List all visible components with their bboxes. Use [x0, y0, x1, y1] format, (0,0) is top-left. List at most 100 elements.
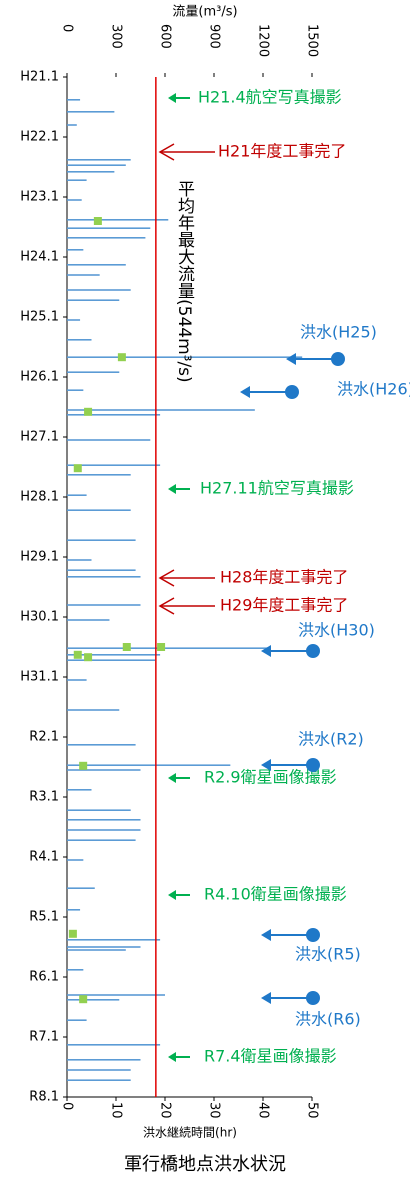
bar — [67, 949, 126, 951]
bar — [67, 999, 120, 1001]
y-tick-label: H30.1 — [20, 610, 59, 625]
bar — [67, 289, 131, 291]
bar — [67, 744, 136, 746]
annotation: R4.10衛星画像撮影 — [204, 885, 347, 904]
bar — [67, 199, 82, 201]
annotation-arrowhead — [168, 773, 176, 783]
bar — [67, 159, 131, 161]
bar — [67, 619, 110, 621]
y-tick-label: R7.1 — [29, 1030, 59, 1045]
bar — [67, 439, 151, 441]
annotation-arrowhead — [158, 143, 175, 161]
bar — [67, 659, 156, 661]
bar — [67, 859, 84, 861]
bar — [67, 709, 120, 711]
bar — [67, 809, 131, 811]
bar — [67, 409, 255, 411]
x2-tick-label: 10 — [109, 1102, 124, 1119]
flood-arrowhead — [261, 759, 271, 771]
annotation: H27.11航空写真撮影 — [200, 479, 354, 498]
annotation-arrowhead — [168, 1052, 176, 1062]
y-tick-label: H25.1 — [20, 310, 59, 325]
annotation: H21.4航空写真撮影 — [198, 88, 342, 107]
bar — [67, 654, 161, 656]
bar — [67, 789, 92, 791]
flood-dot — [306, 644, 320, 658]
duration-marker — [79, 761, 88, 770]
duration-marker — [68, 929, 77, 938]
bar — [67, 389, 84, 391]
duration-marker — [93, 217, 102, 225]
annotation: R7.4衛星画像撮影 — [204, 1047, 337, 1066]
flood-label: 洪水(R5) — [295, 945, 361, 964]
annotation-arrowhead — [158, 597, 175, 615]
flood-dot — [331, 352, 345, 366]
bar — [67, 164, 126, 166]
y-tick-label: H29.1 — [20, 550, 59, 565]
y-tick-label: H22.1 — [20, 130, 59, 145]
bar — [67, 179, 87, 181]
bar — [67, 339, 92, 341]
bar — [67, 559, 92, 561]
annotation-arrowhead — [158, 569, 175, 587]
bar — [67, 124, 77, 126]
bar — [67, 299, 120, 301]
duration-marker — [79, 995, 88, 1004]
x2-tick-label: 30 — [207, 1102, 222, 1119]
bar — [67, 679, 87, 681]
bar — [67, 969, 84, 971]
x-axis-title: 流量(m³/s) — [172, 5, 237, 20]
annotation-arrowhead — [168, 93, 176, 103]
x2-axis-title: 洪水継続時間(hr) — [143, 1125, 237, 1140]
flood-arrowhead — [261, 645, 271, 657]
duration-marker — [157, 643, 166, 651]
duration-marker — [73, 464, 82, 473]
annotation: H29年度工事完了 — [220, 596, 348, 615]
y-tick-label: H28.1 — [20, 490, 59, 505]
caption: 軍行橋地点洪水状況 — [124, 1154, 286, 1175]
bar — [67, 237, 146, 239]
bar — [67, 494, 87, 496]
duration-marker — [117, 353, 126, 362]
annotation: R2.9衛星画像撮影 — [204, 768, 337, 787]
bar — [67, 887, 95, 889]
bar — [67, 946, 141, 948]
bar — [67, 576, 141, 578]
flood-label: 洪水(R6) — [295, 1010, 361, 1029]
bar — [67, 264, 126, 266]
flood-dot — [306, 758, 320, 772]
flood-arrowhead — [286, 353, 296, 365]
bar — [67, 171, 115, 173]
flood-dot — [306, 928, 320, 942]
bar — [67, 249, 84, 251]
bar — [67, 1019, 87, 1021]
bar — [67, 509, 131, 511]
bar — [67, 219, 169, 221]
bar — [67, 604, 141, 606]
x-tick-label: 1200 — [256, 24, 271, 57]
bar — [67, 819, 141, 821]
flood-arrowhead — [261, 992, 271, 1004]
flood-label: 洪水(R2) — [298, 730, 364, 749]
flood-arrowhead — [261, 929, 271, 941]
y-tick-label: H26.1 — [20, 370, 59, 385]
x2-tick-label: 20 — [158, 1102, 173, 1119]
bar — [67, 939, 161, 941]
flood-label: 洪水(H30) — [298, 621, 375, 640]
duration-marker — [84, 653, 93, 662]
x-tick-label: 1500 — [305, 24, 320, 57]
y-tick-label: H24.1 — [20, 250, 59, 265]
flood-arrowhead — [240, 386, 250, 398]
y-tick-label: R2.1 — [29, 730, 59, 745]
annotation: H28年度工事完了 — [220, 568, 348, 587]
annotation-arrowhead — [168, 484, 176, 494]
flood-dot — [306, 991, 320, 1005]
y-tick-label: H23.1 — [20, 190, 59, 205]
x2-tick-label: 40 — [256, 1102, 271, 1119]
y-tick-label: H31.1 — [20, 670, 59, 685]
y-tick-label: R6.1 — [29, 970, 59, 985]
y-tick-label: R4.1 — [29, 850, 59, 865]
bar — [67, 414, 161, 416]
y-tick-label: R3.1 — [29, 790, 59, 805]
y-tick-label: H21.1 — [20, 70, 59, 85]
